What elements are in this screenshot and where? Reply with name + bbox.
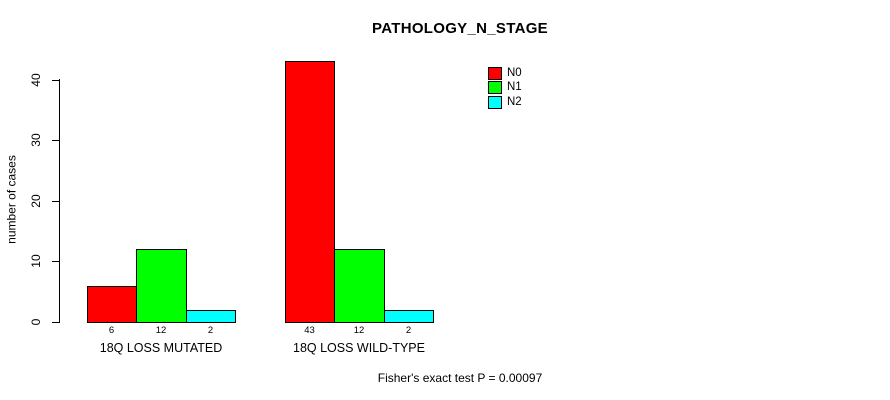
y-axis-tick-20 [52, 201, 59, 202]
bar-n2-group1 [186, 310, 236, 323]
bar-value-label-n1-group2: 12 [353, 325, 365, 336]
chart-title: PATHOLOGY_N_STAGE [372, 20, 548, 37]
y-axis-tick-label-40: 40 [29, 73, 43, 87]
x-axis-group-label-2: 18Q LOSS WILD-TYPE [293, 341, 425, 355]
y-axis-tick-0 [52, 322, 59, 323]
bar-n1-group2 [334, 249, 385, 323]
bar-n0-group2 [285, 61, 335, 323]
legend-label-n0: N0 [507, 66, 522, 79]
bar-value-label-n1-group1: 12 [155, 325, 167, 336]
legend-item-n0: N0 [488, 66, 522, 80]
x-axis-group-label-1: 18Q LOSS MUTATED [99, 341, 223, 355]
y-axis-tick-label-30: 30 [29, 133, 43, 147]
bar-value-label-n0-group1: 6 [108, 325, 115, 336]
bar-value-label-n0-group2: 43 [304, 325, 315, 336]
y-axis-tick-label-10: 10 [29, 254, 43, 268]
y-axis-tick-30 [52, 140, 59, 141]
legend-swatch-n0 [488, 66, 502, 80]
y-axis-tick-label-0: 0 [29, 318, 43, 326]
y-axis-line [59, 79, 60, 323]
y-axis-label: number of cases [4, 155, 19, 244]
legend-label-n2: N2 [507, 95, 522, 108]
bar-value-label-n2-group2: 2 [405, 325, 412, 336]
bar-value-label-n2-group1: 2 [207, 325, 214, 336]
legend-item-n2: N2 [488, 95, 522, 109]
legend-item-n1: N1 [488, 81, 522, 95]
bar-n1-group1 [136, 249, 187, 323]
fisher-test-annotation: Fisher's exact test P = 0.00097 [377, 371, 543, 385]
y-axis-tick-40 [52, 80, 59, 81]
y-axis-tick-label-20: 20 [29, 194, 43, 208]
bar-n2-group2 [384, 310, 434, 323]
y-axis-tick-10 [52, 261, 59, 262]
legend-swatch-n1 [488, 81, 502, 95]
legend-label-n1: N1 [507, 81, 522, 94]
bar-n0-group1 [87, 286, 137, 323]
legend-swatch-n2 [488, 95, 502, 109]
